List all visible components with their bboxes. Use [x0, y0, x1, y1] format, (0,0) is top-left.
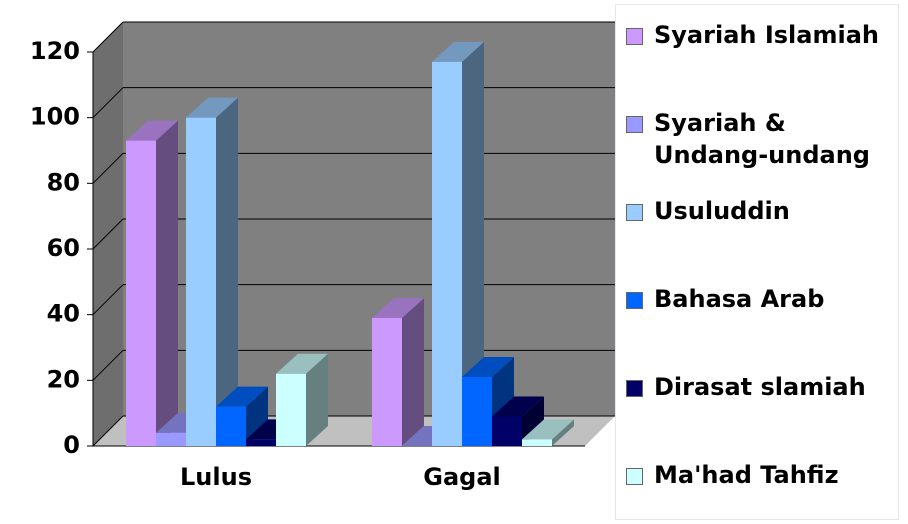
legend-item: Usuluddin	[626, 195, 896, 227]
legend-item: Ma'had Tahfiz	[626, 459, 896, 491]
bar-side	[552, 419, 574, 446]
bar	[276, 373, 306, 446]
y-tick-label: 40	[47, 300, 80, 328]
bar-top	[462, 357, 514, 378]
legend-swatch	[626, 116, 643, 133]
bar	[372, 317, 402, 446]
bar-side	[306, 353, 328, 446]
legend-item: Syariah & Undang-undang	[626, 107, 896, 171]
bar	[126, 140, 156, 446]
grid-line-side	[92, 415, 124, 447]
bar-side	[246, 386, 268, 446]
y-tick-label: 80	[47, 168, 80, 196]
x-tick-label: Gagal	[423, 463, 501, 491]
bar-top	[186, 97, 238, 118]
bar	[216, 406, 246, 446]
legend-swatch	[626, 28, 643, 45]
grid-line-side	[92, 218, 124, 250]
bar	[246, 439, 276, 446]
y-tick-label: 60	[47, 234, 80, 262]
bar-side	[216, 97, 238, 447]
bar	[492, 416, 522, 446]
y-tick-label: 120	[30, 37, 80, 65]
bar-top	[276, 353, 328, 374]
grid-line-side	[92, 349, 124, 381]
legend-swatch	[626, 380, 643, 397]
bar-side	[156, 120, 178, 447]
bar-top	[522, 419, 574, 440]
bar-top	[216, 386, 268, 407]
bar-side	[402, 297, 424, 446]
legend-label: Syariah & Undang-undang	[654, 109, 870, 169]
y-tick-label: 100	[30, 103, 80, 131]
legend: Syariah Islamiah Syariah & Undang-undang U…	[615, 4, 899, 520]
y-tick-label: 20	[47, 365, 80, 393]
legend-item: Syariah Islamiah	[626, 19, 896, 51]
legend-label: Bahasa Arab	[654, 285, 825, 313]
bar-side	[462, 41, 484, 446]
bar-top	[432, 41, 484, 62]
bar	[156, 432, 186, 446]
legend-label: Usuluddin	[654, 197, 790, 225]
legend-label: Syariah Islamiah	[654, 21, 879, 49]
x-tick-label: Lulus	[180, 463, 252, 491]
legend-label: Ma'had Tahfiz	[654, 461, 839, 489]
grid-line-side	[92, 21, 124, 53]
bar	[186, 117, 216, 447]
bar-top	[126, 120, 178, 141]
legend-item: Bahasa Arab	[626, 283, 896, 315]
bar-top	[492, 396, 544, 417]
bar-top	[372, 297, 424, 318]
bar-side	[522, 396, 544, 446]
bar	[432, 61, 462, 446]
grid-line-side	[92, 284, 124, 316]
grid-line-side	[92, 152, 124, 184]
legend-swatch	[626, 204, 643, 221]
bar	[462, 377, 492, 446]
y-tick-label: 0	[63, 431, 80, 459]
legend-item: Dirasat slamiah	[626, 371, 896, 403]
bar	[522, 439, 552, 446]
legend-label: Dirasat slamiah	[654, 373, 866, 401]
grid-line-side	[92, 87, 124, 119]
legend-swatch	[626, 292, 643, 309]
legend-swatch	[626, 468, 643, 485]
